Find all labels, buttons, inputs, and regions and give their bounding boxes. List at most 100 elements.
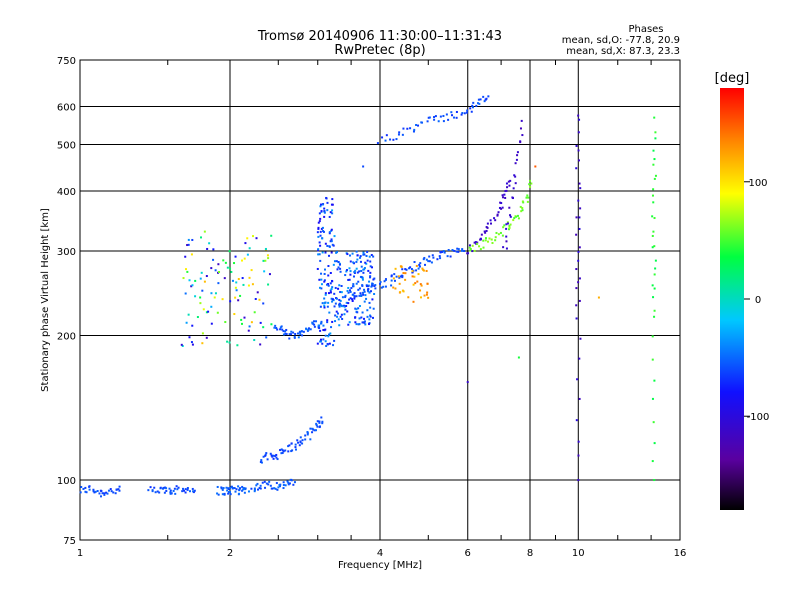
data-point bbox=[322, 230, 325, 233]
data-point bbox=[328, 333, 331, 336]
data-point bbox=[393, 273, 396, 276]
data-point bbox=[417, 267, 420, 270]
data-point bbox=[469, 249, 472, 252]
data-point bbox=[217, 282, 220, 285]
data-point bbox=[187, 238, 190, 241]
data-point bbox=[384, 285, 387, 288]
data-point bbox=[276, 488, 279, 491]
data-point bbox=[190, 285, 193, 288]
data-point bbox=[210, 267, 213, 270]
data-point bbox=[578, 216, 581, 219]
data-point bbox=[463, 250, 466, 253]
data-point bbox=[284, 484, 287, 487]
data-point bbox=[318, 253, 321, 256]
data-point bbox=[507, 180, 510, 183]
data-point bbox=[515, 215, 518, 218]
data-point bbox=[577, 440, 580, 443]
data-point bbox=[259, 321, 262, 324]
data-point bbox=[432, 256, 435, 259]
data-point bbox=[182, 277, 185, 280]
data-point bbox=[368, 280, 371, 283]
data-point bbox=[93, 491, 96, 494]
data-point bbox=[217, 263, 220, 266]
data-point bbox=[296, 439, 299, 442]
data-point bbox=[368, 255, 371, 258]
data-point bbox=[441, 250, 444, 253]
data-point bbox=[223, 277, 226, 280]
data-point bbox=[577, 159, 580, 162]
data-point bbox=[294, 446, 297, 449]
data-point bbox=[250, 487, 253, 490]
data-point bbox=[575, 287, 578, 290]
data-point bbox=[190, 253, 193, 256]
data-point bbox=[413, 128, 416, 131]
data-point bbox=[516, 154, 519, 157]
data-point bbox=[401, 268, 404, 271]
data-point bbox=[192, 490, 195, 493]
data-point bbox=[433, 118, 436, 121]
data-point bbox=[169, 491, 172, 494]
data-point bbox=[370, 254, 373, 257]
data-point bbox=[316, 267, 319, 270]
data-point bbox=[361, 284, 364, 287]
data-point bbox=[247, 329, 250, 332]
data-point bbox=[361, 277, 364, 280]
data-point bbox=[470, 110, 473, 113]
data-point bbox=[408, 267, 411, 270]
data-point bbox=[330, 251, 333, 254]
data-point bbox=[365, 285, 368, 288]
y-tick-label: 300 bbox=[57, 247, 76, 258]
data-point bbox=[326, 305, 329, 308]
data-point bbox=[338, 298, 341, 301]
data-point bbox=[228, 341, 231, 344]
data-point bbox=[227, 488, 230, 491]
data-point bbox=[360, 316, 363, 319]
data-point bbox=[480, 233, 483, 236]
data-point bbox=[287, 445, 290, 448]
data-point bbox=[484, 239, 487, 242]
x-tick-label: 1 bbox=[77, 548, 83, 559]
x-tick-label: 4 bbox=[377, 548, 383, 559]
data-point bbox=[461, 112, 464, 115]
phases-header: Phases bbox=[628, 24, 663, 35]
data-point bbox=[500, 207, 503, 210]
data-point bbox=[251, 283, 254, 286]
data-point bbox=[184, 491, 187, 494]
data-point bbox=[449, 255, 452, 258]
data-point bbox=[348, 289, 351, 292]
data-point bbox=[323, 297, 326, 300]
data-point bbox=[652, 230, 655, 233]
data-point bbox=[317, 249, 320, 252]
data-point bbox=[360, 265, 363, 268]
data-point bbox=[341, 305, 344, 308]
data-point bbox=[264, 259, 267, 262]
data-point bbox=[509, 215, 512, 218]
data-point bbox=[290, 330, 293, 333]
data-point bbox=[517, 217, 520, 220]
data-point bbox=[242, 487, 245, 490]
data-point bbox=[259, 461, 262, 464]
data-point bbox=[269, 452, 272, 455]
data-point bbox=[300, 330, 303, 333]
stats-line-x: mean, sd,X: 87.3, 23.3 bbox=[566, 46, 680, 57]
data-point bbox=[451, 114, 454, 117]
data-point bbox=[392, 286, 395, 289]
data-point bbox=[267, 257, 270, 260]
data-point bbox=[253, 488, 256, 491]
data-point bbox=[392, 277, 395, 280]
data-point bbox=[652, 201, 655, 204]
data-point bbox=[526, 200, 529, 203]
data-point bbox=[416, 280, 419, 283]
data-point bbox=[483, 230, 486, 233]
data-point bbox=[158, 491, 161, 494]
data-point bbox=[505, 189, 508, 192]
data-point bbox=[329, 240, 332, 243]
data-point bbox=[324, 292, 327, 295]
data-point bbox=[331, 298, 334, 301]
data-point bbox=[339, 291, 342, 294]
data-point bbox=[493, 217, 496, 220]
data-point bbox=[272, 454, 275, 457]
data-point bbox=[433, 116, 436, 119]
data-point bbox=[206, 247, 209, 250]
data-point bbox=[181, 490, 184, 493]
